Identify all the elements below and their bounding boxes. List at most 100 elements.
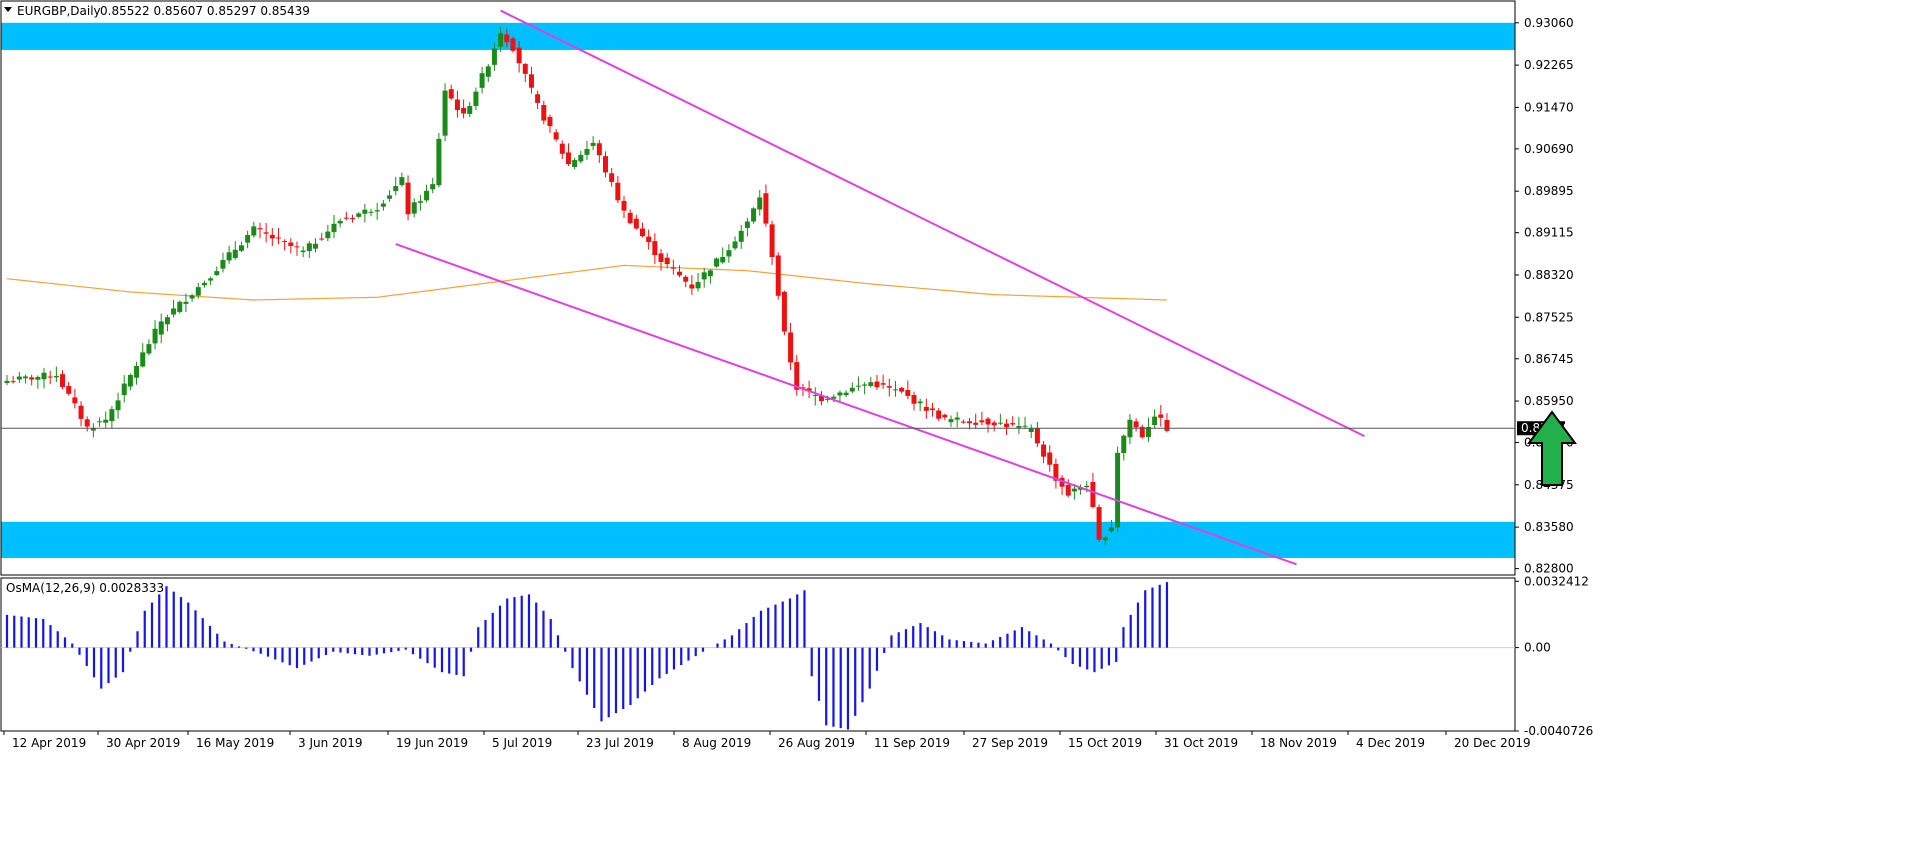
candle (781, 290, 787, 336)
candle-body (757, 197, 763, 210)
candle (905, 380, 911, 400)
channel-lower-line (395, 243, 1297, 566)
channel-upper-line (500, 9, 1365, 438)
candle (763, 184, 769, 227)
channel-lines[interactable] (395, 9, 1365, 566)
osma-tick-label: -0.0040726 (1524, 724, 1593, 738)
candle-body (1016, 426, 1022, 428)
candle (930, 402, 935, 417)
candle (744, 217, 750, 237)
candle-body (393, 186, 399, 192)
candle-body (899, 387, 905, 392)
candle (4, 375, 10, 386)
candle (134, 361, 140, 385)
candle-body (282, 241, 288, 243)
candle-body (1004, 423, 1010, 428)
price-tick-label: 0.89895 (1524, 184, 1574, 198)
time-tick-label: 30 Apr 2019 (106, 736, 180, 750)
candle (1139, 424, 1145, 439)
candle (201, 280, 207, 288)
time-axis[interactable]: 12 Apr 2019 30 Apr 2019 16 May 2019 3 Jun 2… (3, 731, 1531, 750)
ohlc-readout: 0.85522 0.85607 0.85297 0.85439 (100, 4, 310, 18)
candle (109, 406, 115, 429)
candle (1152, 409, 1158, 429)
candle-body (565, 152, 571, 165)
candle (430, 177, 436, 194)
candle-body (362, 209, 368, 214)
candle (140, 343, 146, 368)
candle (967, 417, 973, 430)
candle-body (103, 419, 109, 423)
candle (319, 233, 325, 241)
candle-body (109, 409, 115, 422)
candle (16, 372, 22, 383)
osma-label: OsMA(12,26,9) 0.0028333 (6, 581, 164, 595)
time-tick-label: 18 Nov 2019 (1260, 736, 1337, 750)
zone-1 (1, 22, 1515, 50)
candle (818, 391, 824, 406)
header-dropdown-icon[interactable] (4, 7, 12, 12)
candle-body (781, 291, 787, 332)
candle-body (997, 422, 1003, 424)
candle (751, 207, 757, 224)
candle-body (596, 143, 602, 156)
candle (183, 293, 189, 313)
candle-body (134, 365, 140, 378)
candle (97, 417, 103, 427)
candle-body (1133, 421, 1139, 428)
candle (479, 66, 485, 94)
candle-body (874, 381, 880, 388)
candle-body (553, 132, 559, 140)
candle-body (504, 34, 510, 43)
candle-body (930, 408, 935, 410)
candle-body (35, 376, 41, 380)
candle-body (942, 414, 948, 418)
price-tick-label: 0.91470 (1524, 100, 1574, 114)
candle-body (954, 417, 960, 420)
candle-body (738, 230, 744, 242)
candle-body (238, 245, 244, 251)
up-arrow-icon[interactable] (1527, 410, 1577, 486)
candle (405, 175, 411, 221)
candle (90, 423, 96, 438)
candle-body (658, 253, 664, 262)
candle-body (855, 385, 861, 387)
osma-pane-frame (0, 577, 1516, 732)
candle (695, 272, 701, 292)
candle-body (516, 47, 522, 64)
candle (812, 387, 818, 406)
candle (547, 114, 553, 133)
candle-body (528, 74, 534, 88)
candle-body (744, 221, 750, 228)
candle (491, 43, 497, 71)
candle-body (1158, 414, 1164, 418)
candle (442, 83, 448, 142)
candle (936, 408, 942, 421)
candle (528, 66, 534, 94)
price-tick-label: 0.82800 (1524, 562, 1574, 576)
candle (226, 245, 232, 264)
osma-histogram-layer (1, 582, 1515, 730)
candle-body (411, 202, 417, 214)
candle (714, 257, 720, 268)
candle-body (171, 308, 177, 315)
price-tick-label: 0.85950 (1524, 394, 1574, 408)
candle (584, 140, 590, 160)
candle (596, 140, 602, 163)
candle-body (350, 218, 356, 220)
candle-body (442, 90, 448, 136)
candle (572, 157, 578, 170)
candle (602, 151, 608, 178)
candle (855, 376, 861, 391)
time-tick-label: 3 Jun 2019 (298, 736, 363, 750)
candle (775, 252, 781, 300)
candle (214, 266, 220, 277)
candle-body (967, 421, 973, 424)
up-arrow-shape (1527, 410, 1577, 486)
candle (677, 265, 683, 278)
candle-body (1121, 435, 1127, 453)
candle-body (535, 94, 541, 103)
candle-body (751, 208, 757, 222)
